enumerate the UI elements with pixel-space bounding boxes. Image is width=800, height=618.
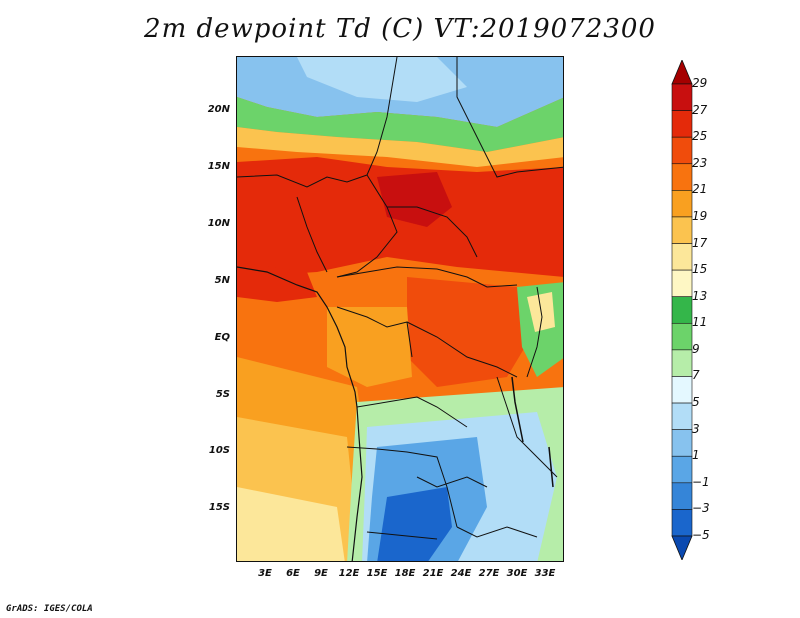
colorbar-segment xyxy=(671,482,693,510)
colorbar-segment xyxy=(671,429,693,457)
colorbar-segment xyxy=(671,509,693,537)
x-tick-label: 33E xyxy=(534,568,556,579)
map-title: 2m dewpoint Td (C) VT:2019072300 xyxy=(144,14,656,44)
colorbar-label: 11 xyxy=(692,315,708,330)
x-tick-label: 15E xyxy=(366,568,388,579)
colorbar-label: 7 xyxy=(692,368,700,383)
x-tick-label: 27E xyxy=(478,568,500,579)
colorbar-label: 15 xyxy=(692,262,708,277)
y-tick-label: 5N xyxy=(214,275,230,286)
x-tick-label: 12E xyxy=(338,568,360,579)
colorbar-label: −3 xyxy=(692,501,710,516)
y-tick-label: 10S xyxy=(208,445,230,456)
colorbar-label: 9 xyxy=(692,341,700,356)
colorbar-label: 19 xyxy=(692,208,708,223)
colorbar-segment xyxy=(671,163,693,191)
colorbar-label: 5 xyxy=(692,395,700,410)
colorbar-segment xyxy=(671,190,693,218)
colorbar-label: −1 xyxy=(692,474,710,489)
field-southern-darkblue xyxy=(377,487,452,561)
colorbar-label: 27 xyxy=(692,102,708,117)
colorbar-label: 3 xyxy=(692,421,700,436)
lake-tanganyika xyxy=(511,376,524,443)
colorbar xyxy=(671,60,693,560)
lake-malawi xyxy=(548,446,554,488)
y-tick-label: 20N xyxy=(207,104,230,115)
x-tick-label: 30E xyxy=(506,568,528,579)
colorbar-bottom-arrow xyxy=(671,535,693,560)
colorbar-label: 23 xyxy=(692,155,708,170)
y-tick-label: 5S xyxy=(215,389,230,400)
x-tick-label: 24E xyxy=(450,568,472,579)
colorbar-segment xyxy=(671,110,693,138)
y-tick-label: 10N xyxy=(207,218,230,229)
colorbar-segment xyxy=(671,402,693,430)
coastline xyxy=(237,266,363,561)
dewpoint-map xyxy=(236,56,564,562)
dewpoint-field xyxy=(237,57,563,561)
colorbar-label: 29 xyxy=(692,76,708,90)
field-sahel-yellow xyxy=(237,127,563,167)
colorbar-segment xyxy=(671,455,693,484)
colorbar-label: −5 xyxy=(692,528,710,542)
y-tick-label: EQ xyxy=(214,332,230,343)
colorbar-segment xyxy=(671,322,693,351)
country-borders xyxy=(237,57,563,540)
field-sahara-lightblue xyxy=(297,57,467,102)
x-tick-label: 21E xyxy=(422,568,444,579)
colorbar-segment xyxy=(671,216,693,244)
x-tick-label: 9E xyxy=(314,568,328,579)
colorbar-segment xyxy=(671,243,693,271)
colorbar-label: 13 xyxy=(692,288,708,303)
x-tick-label: 3E xyxy=(258,568,272,579)
colorbar-label: 21 xyxy=(692,182,708,197)
y-tick-label: 15N xyxy=(207,161,230,172)
colorbar-label: 25 xyxy=(692,129,708,144)
x-tick-label: 18E xyxy=(394,568,416,579)
field-sahara-green xyxy=(237,97,563,152)
field-congo-red xyxy=(407,277,537,387)
credit-text: GrADS: IGES/COLA xyxy=(6,604,93,614)
colorbar-label: 1 xyxy=(692,448,700,463)
colorbar-segment xyxy=(671,136,693,165)
field-gabon-orange xyxy=(327,307,412,387)
colorbar-label: 17 xyxy=(692,235,708,250)
colorbar-segment xyxy=(671,296,693,324)
colorbar-top-arrow xyxy=(671,60,693,85)
field-south-ocean-pale xyxy=(237,487,345,561)
colorbar-segment xyxy=(671,83,693,111)
colorbar-segment xyxy=(671,269,693,298)
field-chad-darkred xyxy=(377,172,452,227)
field-gulf-red xyxy=(237,262,317,302)
y-tick-label: 15S xyxy=(208,502,230,513)
colorbar-segment xyxy=(671,376,693,404)
x-tick-label: 6E xyxy=(286,568,300,579)
colorbar-segment xyxy=(671,349,693,377)
